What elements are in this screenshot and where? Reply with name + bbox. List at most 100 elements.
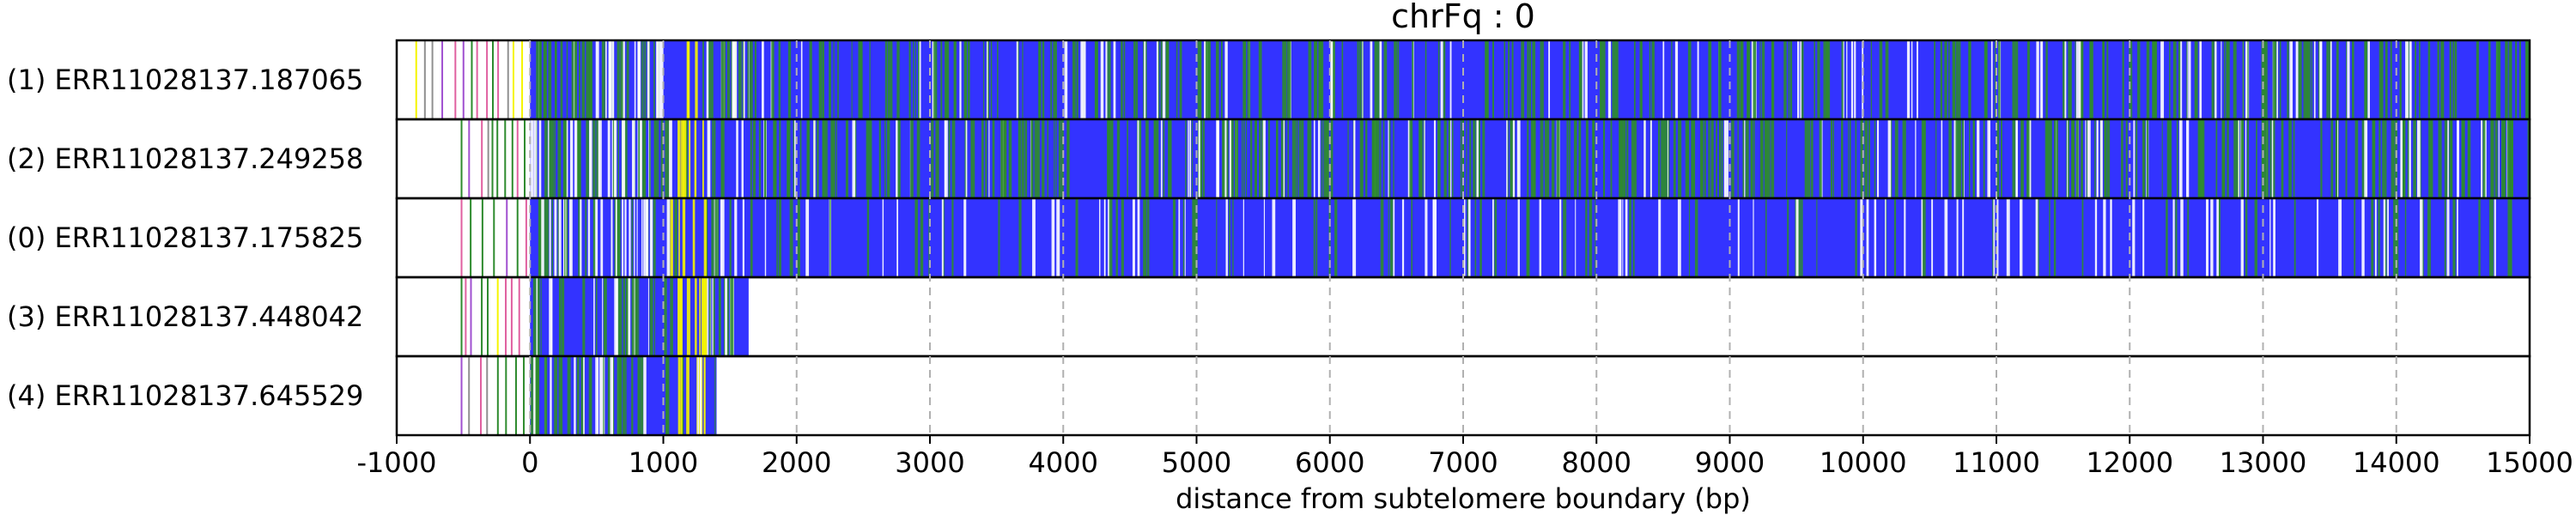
read-mark: [2507, 198, 2511, 277]
read-mark: [1135, 40, 1139, 119]
read-mark: [589, 40, 592, 119]
read-mark: [1200, 119, 1203, 198]
read-mark: [1748, 40, 1751, 119]
read-mark: [670, 198, 673, 277]
read-mark: [1753, 119, 1755, 198]
read-mark: [747, 40, 750, 119]
read-mark: [965, 119, 968, 198]
read-mark: [1393, 198, 1395, 277]
read-mark: [1176, 40, 1178, 119]
read-mark: [2419, 40, 2421, 119]
read-mark: [614, 198, 616, 277]
read-mark: [2075, 119, 2079, 198]
read-mark: [1224, 40, 1228, 119]
read-mark: [1449, 40, 1452, 119]
read-mark: [1374, 40, 1377, 119]
read-mark: [1751, 119, 1753, 198]
read-mark: [1267, 119, 1271, 198]
read-mark: [2428, 119, 2432, 198]
read-mark: [2094, 198, 2098, 277]
read-mark: [1740, 40, 1744, 119]
read-mark: [562, 119, 566, 198]
read-mark: [822, 119, 824, 198]
read-mark: [1841, 119, 1844, 198]
read-mark: [554, 119, 556, 198]
read-mark: [2476, 40, 2479, 119]
read-mark: [1197, 40, 1201, 119]
read-mark: [2444, 119, 2448, 198]
x-tick-label: -1000: [357, 446, 437, 479]
read-mark: [2382, 119, 2385, 198]
x-tick-label: 3000: [895, 446, 964, 479]
read-label: (0) ERR11028137.175825: [7, 221, 363, 254]
read-mark: [968, 40, 970, 119]
read-mark: [550, 277, 553, 356]
read-mark: [2364, 40, 2368, 119]
read-mark: [2379, 119, 2381, 198]
read-mark: [1113, 40, 1116, 119]
read-mark: [1921, 119, 1923, 198]
read-mark: [1632, 198, 1635, 277]
read-mark: [1935, 119, 1937, 198]
read-mark: [931, 119, 934, 198]
read-mark: [2511, 40, 2512, 119]
read-mark: [667, 356, 670, 435]
read-mark: [1106, 40, 1109, 119]
read-mark: [754, 40, 756, 119]
read-mark: [1361, 119, 1364, 198]
read-mark: [580, 356, 583, 435]
read-mark: [677, 277, 679, 356]
read-mark: [638, 277, 640, 356]
read-mark: [596, 40, 599, 119]
read-mark: [1018, 119, 1022, 198]
read-mark: [1885, 40, 1889, 119]
read-mark: [1922, 119, 1926, 198]
read-mark: [1042, 119, 1045, 198]
sparse-mark: [470, 198, 472, 277]
sparse-mark: [454, 40, 457, 119]
read-mark: [2293, 198, 2296, 277]
read-mark: [2430, 119, 2433, 198]
read-mark: [1678, 119, 1682, 198]
read-mark: [548, 119, 550, 198]
read-mark: [703, 356, 705, 435]
read-mark: [1704, 119, 1706, 198]
read-mark: [2129, 40, 2133, 119]
read-mark: [1056, 198, 1060, 277]
read-mark: [866, 198, 870, 277]
read-mark: [2187, 198, 2190, 277]
read-mark: [1025, 119, 1028, 198]
read-mark: [1185, 119, 1187, 198]
read-mark: [2488, 40, 2490, 119]
read-mark: [699, 356, 702, 435]
read-mark: [1783, 40, 1787, 119]
read-mark: [558, 198, 562, 277]
read-mark: [576, 356, 580, 435]
read-mark: [2020, 119, 2023, 198]
read-mark: [1132, 198, 1135, 277]
read-mark: [1411, 198, 1413, 277]
read-mark: [2227, 119, 2229, 198]
read-mark: [622, 198, 624, 277]
read-mark: [706, 40, 709, 119]
read-row: (3) ERR11028137.448042: [7, 276, 2531, 358]
read-mark: [2413, 119, 2417, 198]
read-mark: [1846, 40, 1848, 119]
read-mark: [1921, 198, 1923, 277]
read-mark: [579, 119, 581, 198]
read-mark: [2256, 119, 2257, 198]
read-mark: [2482, 119, 2486, 198]
read-mark: [724, 40, 726, 119]
read-mark: [1206, 40, 1209, 119]
read-mark: [536, 40, 539, 119]
read-mark: [1461, 119, 1465, 198]
read-mark: [1166, 40, 1170, 119]
read-mark: [1622, 198, 1624, 277]
read-mark: [1823, 40, 1826, 119]
read-mark: [935, 119, 939, 198]
read-mark: [1144, 40, 1146, 119]
read-mark: [945, 119, 948, 198]
read-mark: [898, 119, 900, 198]
read-mark: [666, 198, 671, 277]
read-mark: [2036, 40, 2039, 119]
